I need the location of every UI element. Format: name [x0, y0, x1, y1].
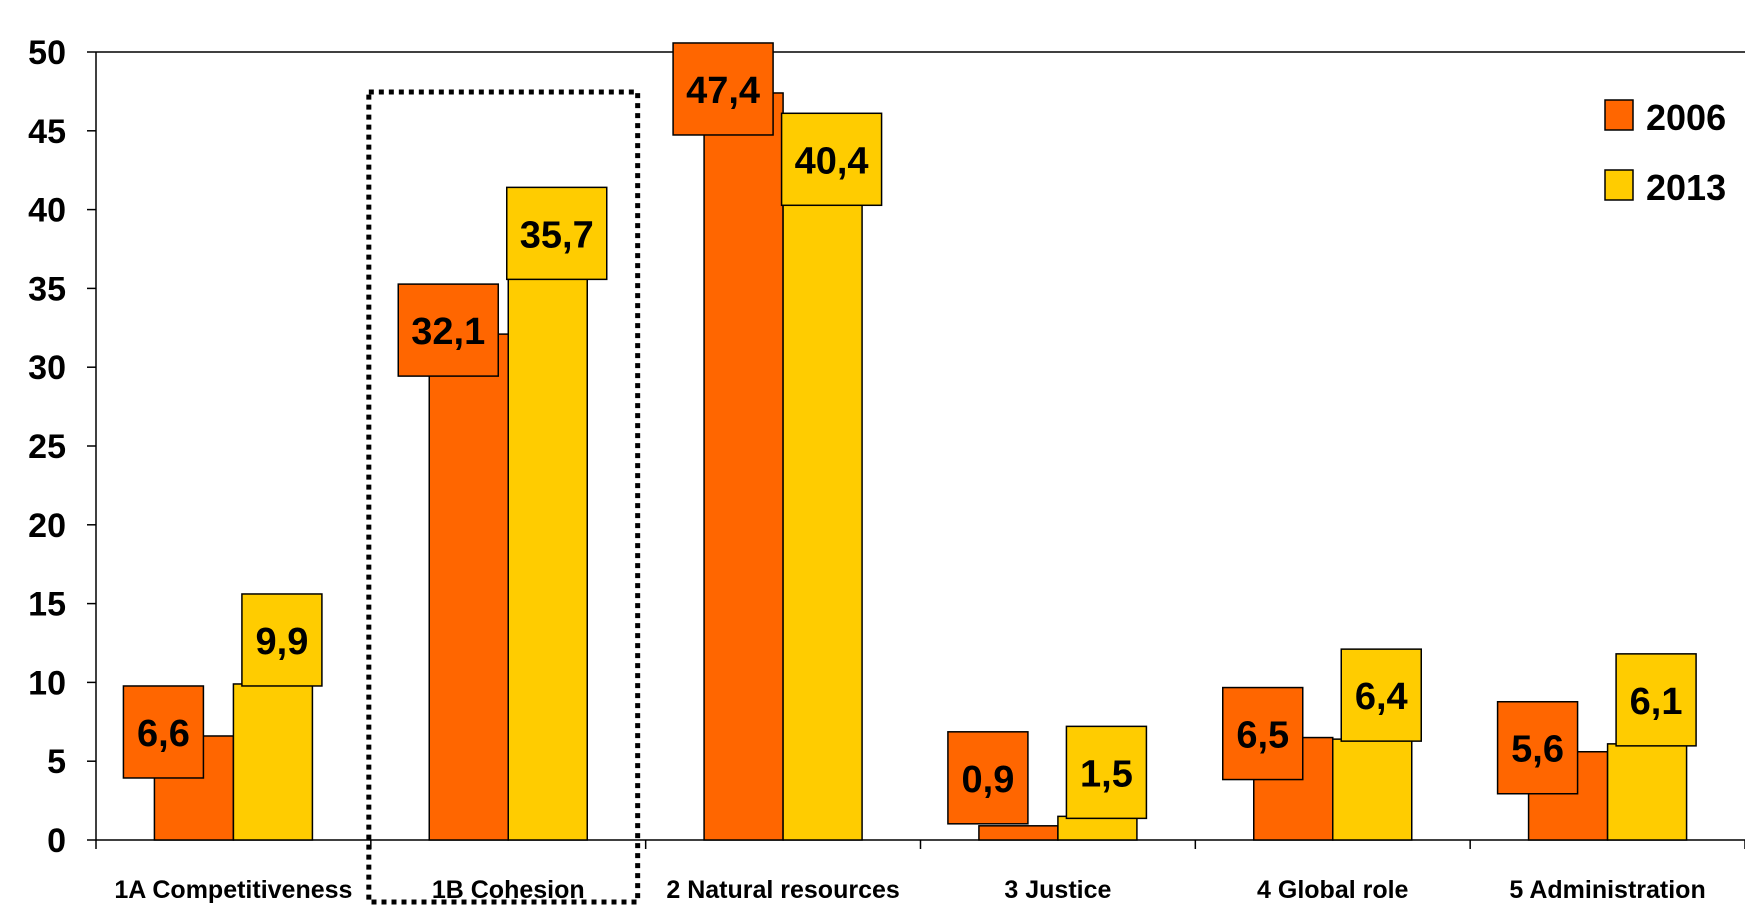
bar-2006 [978, 825, 1059, 841]
axes: 0 5 10 15 20 25 30 35 40 45 50 1A Competitiveness 1B… [28, 34, 1745, 904]
data-label: 0,9 [962, 759, 1015, 801]
data-label: 5,6 [1511, 729, 1564, 771]
y-tick-label: 30 [28, 349, 66, 387]
data-label: 47,4 [686, 70, 760, 112]
legend-label: 2006 [1646, 97, 1726, 138]
y-tick-label: 40 [28, 192, 66, 230]
bar-2013 [1332, 738, 1413, 841]
y-tick-label: 45 [28, 113, 66, 151]
x-tick-label: 1A Competitiveness [114, 876, 352, 904]
data-label-box [1340, 648, 1422, 742]
data-label: 6,6 [137, 713, 190, 755]
data-label-box [506, 186, 608, 281]
data-label-box [122, 685, 205, 779]
y-tick-label: 5 [47, 743, 66, 781]
data-label: 6,5 [1236, 715, 1289, 757]
y-tick-label: 15 [28, 586, 66, 624]
bar-2006 [703, 92, 784, 841]
data-label-box [241, 593, 323, 687]
x-tick-label: 2 Natural resources [666, 876, 899, 904]
data-label: 35,7 [520, 214, 594, 256]
data-label-box [397, 283, 499, 377]
data-label-box [780, 112, 883, 207]
bar-2013 [782, 202, 863, 841]
data-label: 6,1 [1630, 681, 1683, 723]
data-label-box [672, 42, 774, 136]
legend: 2006 2013 [1604, 97, 1726, 208]
y-tick-label: 25 [28, 428, 66, 466]
data-label-box [1065, 725, 1148, 820]
legend-swatch [1604, 169, 1634, 201]
bar-2013 [1057, 815, 1138, 841]
bar-2013 [1606, 743, 1688, 841]
highlight-dotted-box [366, 89, 641, 905]
data-label: 32,1 [411, 311, 485, 353]
y-tick-label: 10 [28, 664, 66, 702]
bar-2013 [232, 683, 314, 841]
x-tick-label: 1B Cohesion [432, 876, 585, 904]
data-label: 1,5 [1080, 753, 1133, 795]
data-label: 40,4 [795, 140, 869, 182]
data-label: 9,9 [256, 621, 309, 663]
data-label-box [1496, 700, 1579, 795]
legend-label: 2013 [1646, 167, 1726, 208]
x-tick-label: 3 Justice [1004, 876, 1111, 904]
highlight-box [366, 89, 641, 905]
y-tick-label: 35 [28, 270, 66, 308]
y-tick-label: 50 [28, 34, 66, 72]
data-label: 6,4 [1355, 676, 1408, 718]
data-label-box [947, 731, 1029, 825]
bar-2006 [428, 333, 509, 841]
y-tick-label: 0 [47, 822, 66, 860]
y-tick-label: 20 [28, 507, 66, 545]
data-label-box [1615, 653, 1697, 747]
bar-2013 [507, 276, 588, 841]
bars [153, 92, 1688, 841]
x-tick-label: 4 Global role [1257, 876, 1409, 904]
data-label-box [1222, 686, 1304, 781]
data-labels: 6,6 32,1 47,4 0,9 6,5 5,6 9,9 35,7 40,4 1,5 6,4 6,1 [122, 42, 1697, 825]
legend-swatch [1604, 99, 1634, 131]
x-tick-label: 5 Administration [1509, 876, 1705, 904]
